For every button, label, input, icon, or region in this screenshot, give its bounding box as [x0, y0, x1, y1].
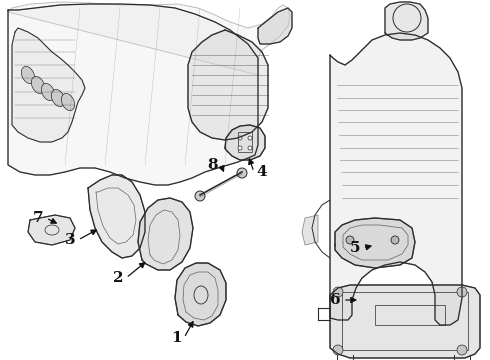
Text: 2: 2 — [113, 271, 123, 285]
Circle shape — [391, 236, 399, 244]
Circle shape — [195, 191, 205, 201]
Text: 5: 5 — [350, 241, 360, 255]
Circle shape — [248, 136, 252, 140]
Circle shape — [248, 146, 252, 150]
Ellipse shape — [41, 84, 55, 100]
Ellipse shape — [61, 94, 74, 111]
Polygon shape — [330, 285, 480, 358]
Text: 6: 6 — [330, 293, 341, 307]
Text: 3: 3 — [65, 233, 75, 247]
Polygon shape — [175, 263, 226, 326]
Circle shape — [238, 146, 242, 150]
Polygon shape — [8, 4, 258, 185]
Ellipse shape — [51, 89, 65, 107]
Polygon shape — [335, 218, 415, 268]
Circle shape — [333, 345, 343, 355]
Polygon shape — [12, 28, 85, 142]
Polygon shape — [8, 2, 290, 75]
Circle shape — [237, 168, 247, 178]
Polygon shape — [88, 175, 145, 258]
Polygon shape — [302, 215, 318, 245]
Text: 7: 7 — [33, 211, 43, 225]
Circle shape — [457, 345, 467, 355]
Polygon shape — [385, 2, 428, 40]
Polygon shape — [225, 125, 265, 160]
Polygon shape — [188, 30, 268, 140]
Polygon shape — [138, 198, 193, 270]
Circle shape — [333, 287, 343, 297]
Circle shape — [238, 136, 242, 140]
Circle shape — [346, 236, 354, 244]
Polygon shape — [258, 8, 292, 44]
Text: 8: 8 — [208, 158, 219, 172]
Text: 4: 4 — [257, 165, 268, 179]
Polygon shape — [330, 33, 462, 325]
Text: 1: 1 — [171, 331, 181, 345]
Ellipse shape — [22, 67, 35, 84]
Polygon shape — [28, 215, 75, 245]
Ellipse shape — [31, 76, 45, 94]
Circle shape — [457, 287, 467, 297]
